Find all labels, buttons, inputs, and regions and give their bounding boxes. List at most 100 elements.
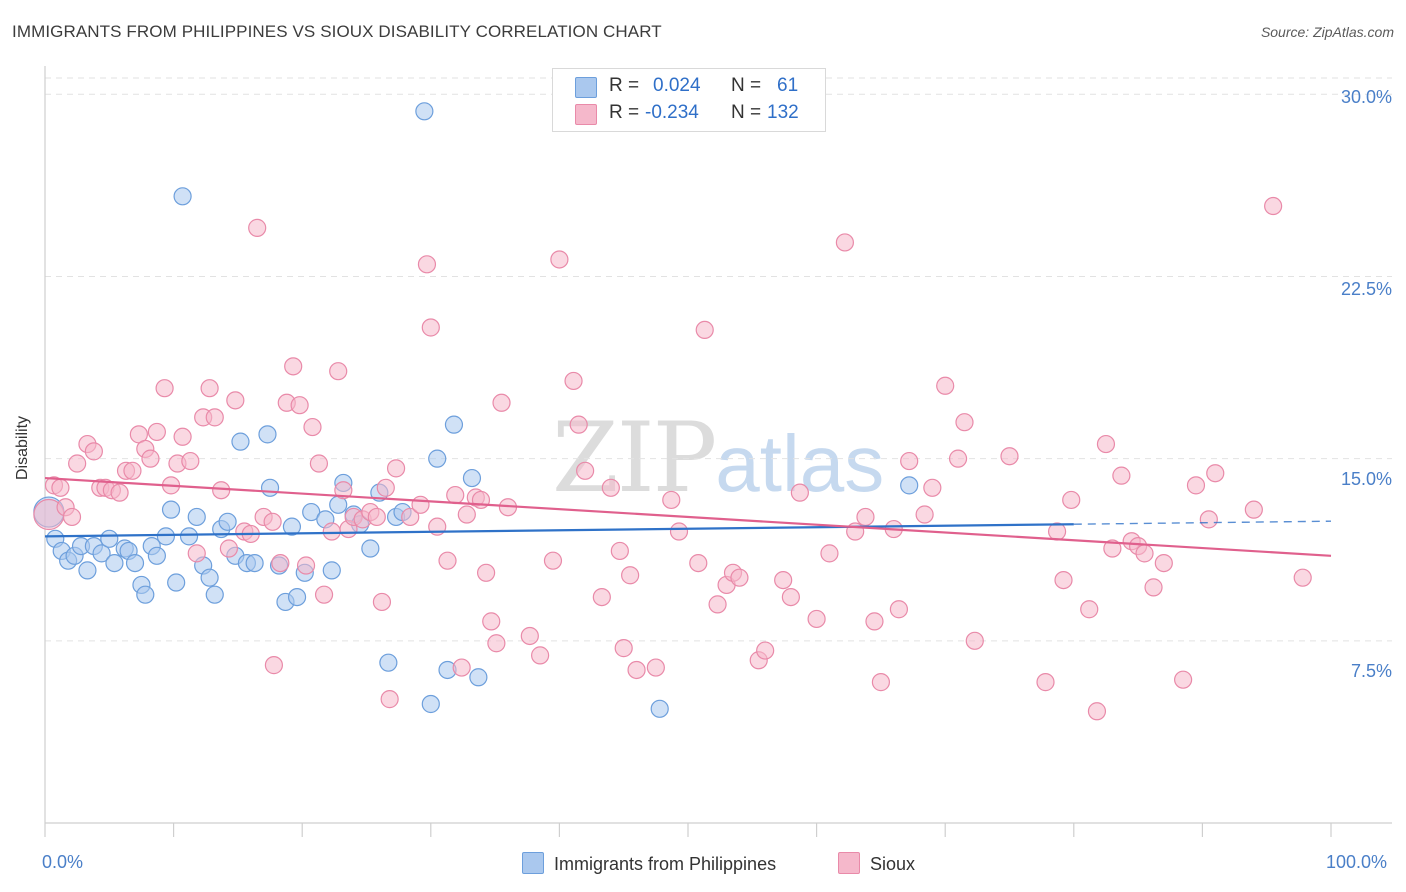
sioux-point — [1144, 578, 1163, 597]
philippines-trend-line — [44, 523, 1074, 538]
sioux-point — [1199, 510, 1218, 529]
sioux-point — [790, 483, 809, 502]
sioux-point — [334, 481, 353, 500]
sioux-point — [147, 422, 166, 442]
sioux-point — [1112, 466, 1131, 485]
sioux-point — [955, 413, 974, 432]
sioux-point — [1062, 490, 1081, 510]
sioux-point — [123, 461, 142, 480]
philippines-point — [167, 573, 186, 592]
sioux-point — [1244, 500, 1263, 519]
sioux-point — [846, 522, 865, 541]
sioux-point — [564, 371, 583, 391]
sioux-point — [264, 656, 284, 675]
philippines-point — [147, 546, 166, 565]
sioux-point — [965, 631, 984, 650]
sioux-point — [621, 566, 640, 585]
legend-n-label: N = — [731, 102, 762, 123]
sioux-point — [205, 408, 224, 427]
sioux-point — [730, 568, 749, 587]
bottom-legend-sioux: Sioux — [838, 852, 915, 875]
sioux-point — [84, 442, 103, 461]
philippines-point — [156, 527, 175, 546]
bottom-legend-swatch-blue — [522, 852, 544, 874]
sioux-point — [51, 478, 70, 497]
philippines-point — [282, 517, 302, 536]
philippines-point — [92, 544, 111, 563]
sioux-point — [923, 478, 942, 497]
chart-title: IMMIGRANTS FROM PHILIPPINES VS SIOUX DIS… — [12, 22, 662, 41]
bottom-legend-swatch-pink — [838, 852, 860, 874]
sioux-point — [520, 626, 539, 646]
axes — [44, 66, 1392, 837]
sioux-point — [601, 478, 620, 497]
philippines-point — [78, 561, 97, 580]
watermark: ZIPatlas — [552, 402, 884, 514]
sioux-point — [309, 454, 329, 473]
sioux-point — [614, 639, 633, 658]
philippines-point — [218, 512, 237, 531]
sioux-point — [386, 459, 406, 478]
sioux-point — [457, 505, 476, 524]
sioux-point — [543, 551, 563, 570]
sioux-point — [271, 553, 290, 573]
sioux-point — [1103, 539, 1122, 558]
sioux-point — [380, 690, 399, 709]
legend-swatch-blue — [575, 77, 597, 98]
legend-r-label: R = — [609, 102, 640, 123]
sioux-point — [695, 320, 714, 340]
sioux-point — [187, 544, 206, 563]
sioux-point — [708, 595, 727, 614]
sioux-point — [212, 481, 231, 500]
sioux-point — [492, 393, 511, 412]
sioux-point — [900, 451, 919, 471]
sioux-point — [1174, 670, 1193, 689]
philippines-point — [105, 553, 124, 573]
sioux-point — [155, 379, 174, 398]
legend-r-value: -0.234 — [645, 102, 699, 123]
sioux-point — [329, 362, 348, 381]
sioux-point — [627, 660, 646, 680]
sioux-point — [865, 612, 884, 631]
sioux-point — [417, 255, 437, 274]
trend-lines — [44, 476, 1332, 557]
sioux-point — [314, 585, 334, 604]
sioux-point — [569, 415, 588, 434]
sioux-point — [173, 427, 192, 446]
sioux-point — [141, 449, 160, 468]
sioux-point — [807, 609, 826, 629]
sioux-point — [200, 379, 219, 398]
sioux-point — [296, 556, 316, 575]
sioux-point — [303, 417, 322, 437]
philippines-point — [231, 432, 250, 451]
sioux-point — [1054, 570, 1073, 590]
sioux-point — [482, 612, 501, 631]
sioux-point — [68, 454, 87, 473]
sioux-point — [290, 396, 309, 415]
philippines-point — [125, 553, 145, 573]
sioux-point — [1036, 673, 1055, 692]
sioux-point — [531, 646, 550, 665]
sioux-point — [756, 641, 775, 660]
sioux-point — [476, 563, 496, 582]
philippines-point — [428, 449, 447, 468]
y-tick-label-7-5: 7.5% — [1350, 661, 1392, 681]
sioux-point — [669, 522, 689, 541]
x-tick-label-100: 100.0% — [1326, 852, 1388, 872]
sioux-point — [1206, 464, 1225, 483]
philippines-point — [260, 478, 280, 497]
sioux-point — [915, 505, 934, 524]
sioux-point — [781, 587, 800, 607]
sioux-point — [835, 233, 854, 252]
sioux-point — [1080, 600, 1099, 619]
legend-r-label: R = — [609, 75, 640, 96]
sioux-point — [1135, 544, 1154, 563]
sioux-point — [646, 658, 665, 677]
sioux-point — [936, 376, 955, 395]
sioux-point — [248, 218, 267, 237]
sioux-point — [856, 507, 875, 527]
philippines-point — [179, 527, 199, 546]
sioux-point — [226, 391, 245, 410]
philippines-point — [258, 425, 277, 444]
philippines-point — [245, 553, 264, 573]
